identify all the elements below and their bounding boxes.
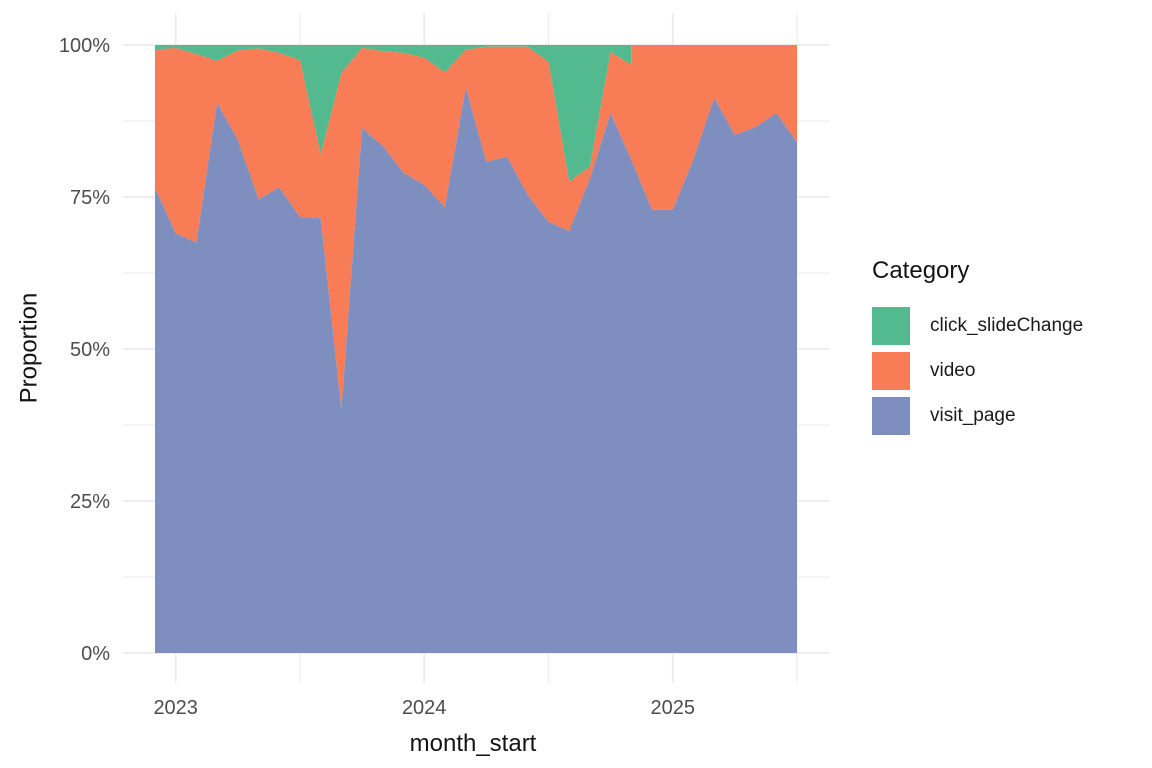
y-tick-label: 100% (59, 35, 110, 57)
x-tick-label: 2023 (153, 697, 198, 719)
x-tick-label: 2025 (651, 697, 696, 719)
legend-swatch-video (872, 351, 910, 390)
legend: Category click_slideChange video visit_p… (872, 257, 1083, 442)
legend-label: click_slideChange (930, 314, 1084, 336)
legend-item-visit-page: visit_page (872, 396, 1083, 435)
legend-item-video: video (872, 351, 1083, 390)
y-tick-label: 25% (70, 491, 110, 513)
y-axis-title: Proportion (15, 293, 42, 404)
area-click-slideChange (155, 45, 632, 182)
legend-item-click-slidechange: click_slideChange (872, 306, 1084, 345)
legend-label: video (930, 359, 976, 381)
legend-swatch-click-slidechange (872, 306, 910, 345)
legend-label: visit_page (930, 404, 1016, 426)
legend-title: Category (872, 257, 970, 284)
area-video (155, 45, 797, 410)
x-axis-title: month_start (410, 730, 537, 757)
axis-tick-labels: 0% 25% 50% 75% 100% 2023 2024 2025 (59, 35, 695, 719)
x-tick-label: 2024 (402, 697, 447, 719)
y-tick-label: 75% (70, 187, 110, 209)
stacked-areas (155, 45, 797, 654)
area-visit_page (155, 87, 797, 654)
y-tick-label: 0% (81, 643, 110, 665)
legend-swatch-visit-page (872, 396, 910, 435)
y-tick-label: 50% (70, 339, 110, 361)
